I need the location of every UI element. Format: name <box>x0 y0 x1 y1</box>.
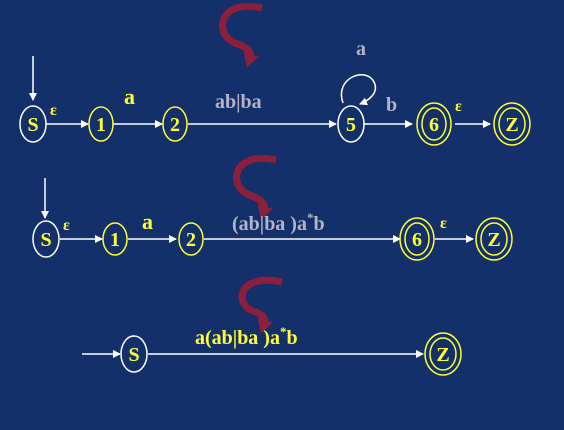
transform-arrow-icon <box>219 2 263 68</box>
state-2-label: 2 <box>170 114 180 136</box>
state-6-label: 6 <box>412 229 422 251</box>
state-1 <box>102 222 128 256</box>
state-s-label: S <box>128 344 139 366</box>
state-z-label: Z <box>436 344 449 366</box>
epsilon-label: ε <box>50 102 57 119</box>
transition-label-abba: ab|ba <box>215 91 262 113</box>
row2-automaton: S 1 2 6 Z ε a (ab|ba )a*b ε <box>32 178 513 261</box>
expr-sup: * <box>280 324 287 339</box>
transform-arrow-icon <box>233 154 277 220</box>
state-6-label: 6 <box>429 114 439 136</box>
state-2 <box>162 106 188 142</box>
row1-automaton: S 1 2 5 6 Z ε a ab|ba a b ε <box>19 38 531 146</box>
transition-label-a: a <box>142 209 153 234</box>
self-loop-arrow <box>340 74 377 106</box>
state-s <box>19 105 47 143</box>
row3-automaton: S Z a(ab|ba )a*b <box>82 324 462 376</box>
state-z-final <box>493 102 531 146</box>
state-1-label: 1 <box>96 114 106 136</box>
state-s-label: S <box>27 114 38 136</box>
epsilon-label: ε <box>455 98 462 115</box>
state-z-inner <box>498 107 526 141</box>
state-6-inner <box>404 222 430 256</box>
loop-label-a: a <box>356 38 366 60</box>
state-2-label: 2 <box>186 229 196 251</box>
transform-arrow-icon <box>238 276 283 334</box>
expr-tail: b <box>286 327 297 349</box>
expr-tail: b <box>313 213 324 235</box>
state-5 <box>337 105 365 143</box>
state-s <box>32 220 60 258</box>
expr-sup: * <box>307 210 314 225</box>
state-z-final <box>475 217 513 261</box>
state-5-label: 5 <box>346 114 356 136</box>
state-z-final <box>424 332 462 376</box>
transition-label-b: b <box>386 94 397 116</box>
state-s-label: S <box>40 229 51 251</box>
epsilon-label: ε <box>63 217 70 234</box>
state-1-label: 1 <box>110 229 120 251</box>
transition-label-a: a <box>124 84 135 109</box>
state-1 <box>88 106 114 142</box>
state-z-inner <box>480 222 508 256</box>
state-6-inner <box>421 107 447 141</box>
expr-main: (ab|ba )a <box>232 213 307 235</box>
transition-label-expr: (ab|ba )a*b <box>232 210 325 235</box>
state-z-label: Z <box>505 114 518 136</box>
transition-label-expr: a(ab|ba )a*b <box>195 324 298 349</box>
expr-main: a(ab|ba )a <box>195 327 280 349</box>
state-2 <box>178 222 204 256</box>
epsilon-label: ε <box>440 215 447 232</box>
state-6-final <box>416 102 452 146</box>
state-z-inner <box>429 337 457 371</box>
state-s <box>120 335 148 373</box>
state-6-final <box>399 217 435 261</box>
state-z-label: Z <box>487 229 500 251</box>
